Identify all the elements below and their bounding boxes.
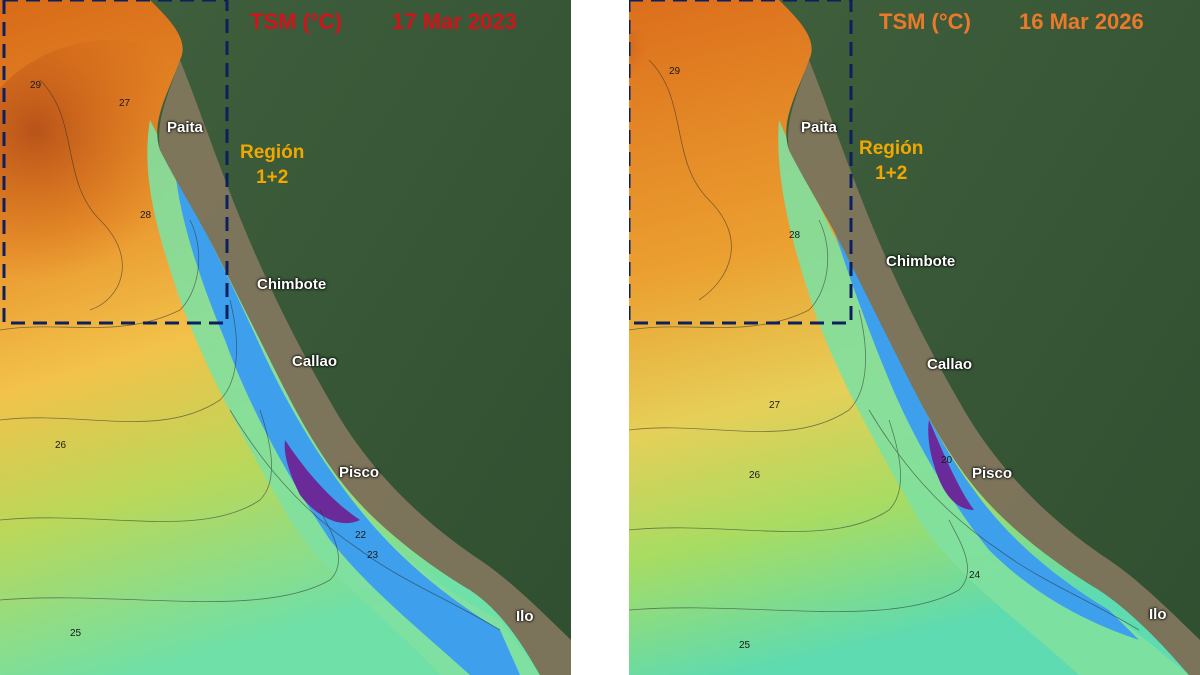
contour-label: 29 [669,66,681,77]
warm-pool [629,25,759,165]
land-area [779,0,1200,675]
city-chimbote: Chimbote [257,276,327,293]
map-title-variable: TSM (°C) [879,9,971,34]
contour-lines [629,59,1140,631]
region-label: Región 1+2 [859,136,923,186]
contour-lines [0,79,501,631]
region-label: Región 1+2 [240,140,304,190]
contour-label: 26 [55,440,67,451]
city-paita: Paita [167,119,203,136]
sst-map-2026: TSM (°C) 16 Mar 2026 Región 1+2 Paita Ch… [629,0,1200,675]
upwelling-core [284,440,360,524]
region-label-line1: Región [240,142,305,163]
contour-label: 23 [367,550,379,561]
contour-label: 28 [789,230,801,241]
coastal-cool-band [778,120,1189,675]
sst-field-2026 [629,0,1200,675]
region-box-2023 [2,0,229,325]
andes-range [788,60,1200,675]
contour-label: 24 [969,570,981,581]
andes-range [159,60,571,675]
map-title-date: 16 Mar 2026 [1019,9,1144,34]
region-label-line2: 1+2 [256,167,289,188]
city-pisco: Pisco [339,464,380,481]
contour-label: 27 [119,98,131,109]
city-chimbote: Chimbote [886,253,956,270]
region-label-line1: Región [859,138,924,159]
coastal-cool-band [147,120,540,675]
city-paita: Paita [801,119,837,136]
contour-label: 25 [70,628,82,639]
map-title-variable: TSM (°C) [250,9,342,34]
contour-label: 29 [30,80,42,91]
city-ilo: Ilo [516,608,534,625]
region-label-line2: 1+2 [875,163,908,184]
city-pisco: Pisco [972,465,1013,482]
map-title-date: 17 Mar 2023 [392,9,517,34]
contour-label: 27 [769,400,781,411]
land-area [150,0,571,675]
city-callao: Callao [292,353,338,370]
city-callao: Callao [927,356,973,373]
city-ilo: Ilo [1149,606,1167,623]
coastal-blue-band [175,170,520,675]
contour-label: 20 [941,455,953,466]
contour-label: 22 [355,530,367,541]
upwelling-core [928,420,974,510]
sst-map-2023: TSM (°C) 17 Mar 2023 Región 1+2 Paita Ch… [0,0,571,675]
region-box-2026 [629,0,853,325]
contour-label: 25 [739,640,751,651]
contour-label: 26 [749,470,761,481]
sst-field-2023 [0,0,571,675]
contour-label: 28 [140,210,152,221]
